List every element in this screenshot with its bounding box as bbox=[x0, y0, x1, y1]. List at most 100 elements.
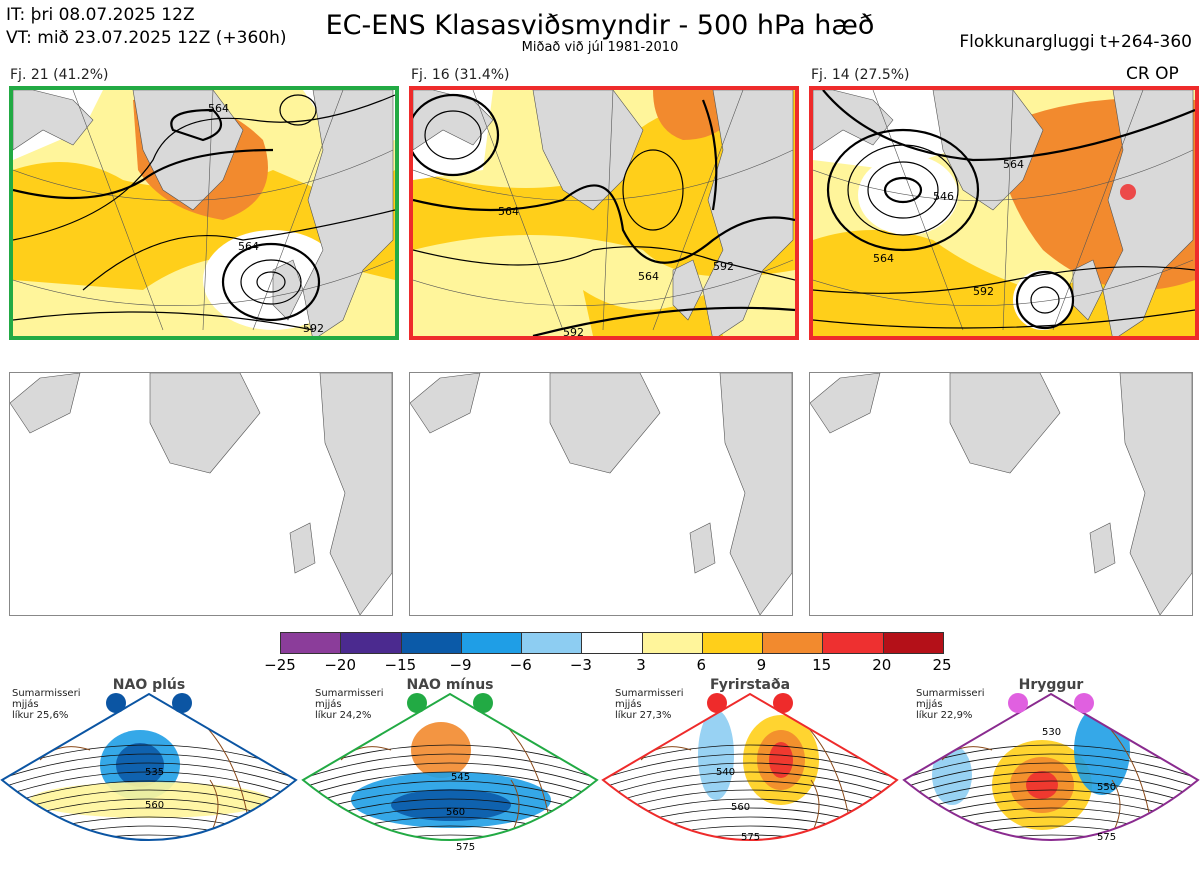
colorbar-tick-label: 20 bbox=[872, 656, 892, 674]
regime-season: Sumarmisseri bbox=[916, 688, 985, 699]
colorbar-segment bbox=[581, 633, 642, 653]
regime-panel: 530 550 575 Hryggur Sumarmisseri mjjás líkur 2… bbox=[902, 677, 1200, 871]
regime-contour-label: 575 bbox=[1097, 832, 1116, 843]
regime-dot bbox=[707, 693, 727, 713]
valid-time: VT: mið 23.07.2025 12Z (+360h) bbox=[6, 28, 287, 48]
cluster-1-label: Fj. 21 (41.2%) bbox=[10, 67, 109, 83]
regime-freq: mjjás bbox=[916, 699, 943, 710]
colorbar-segment bbox=[882, 633, 943, 653]
init-time: IT: þri 08.07.2025 12Z bbox=[6, 5, 195, 25]
regime-contour-label: 530 bbox=[1042, 727, 1061, 738]
regime-dot bbox=[773, 693, 793, 713]
regime-panel: 535 560 NAO plús Sumarmisseri mjjás líkur 25,… bbox=[0, 677, 298, 871]
regime-info: Sumarmisseri mjjás líkur 22,9% bbox=[916, 688, 984, 721]
colorbar-tick-label: −20 bbox=[324, 656, 356, 674]
clustering-window: Flokkunargluggi t+264-360 bbox=[959, 32, 1192, 52]
colorbar-segment bbox=[762, 633, 823, 653]
colorbar-segment bbox=[340, 633, 401, 653]
regime-contour-label: 535 bbox=[145, 767, 164, 778]
cluster-2-label: Fj. 16 (31.4%) bbox=[411, 67, 510, 83]
cluster-1-contour-label: 564 bbox=[208, 102, 229, 115]
cluster-2-svg: 564 564 592 592 bbox=[413, 90, 795, 336]
regime-contour-label: 575 bbox=[456, 842, 475, 853]
regime-dot bbox=[407, 693, 427, 713]
colorbar-segment bbox=[822, 633, 883, 653]
colorbar-tick-label: −15 bbox=[384, 656, 417, 674]
regime-fan-svg: 530 550 575 bbox=[902, 692, 1200, 843]
regime-contour-label: 540 bbox=[716, 767, 735, 778]
cluster-2-contour-label: 592 bbox=[713, 260, 734, 273]
cluster-3-svg: 564 564 546 592 bbox=[813, 90, 1195, 336]
cluster-3-contour-label: 592 bbox=[973, 285, 994, 298]
regime-panel: 545 560 575 NAO mínus Sumarmisseri mjjás líkur… bbox=[301, 677, 599, 871]
regime-contour-label: 550 bbox=[1097, 782, 1116, 793]
colorbar-tick-label: 15 bbox=[812, 656, 832, 674]
regime-name: NAO plús bbox=[112, 677, 186, 693]
colorbar-tick-label: 25 bbox=[932, 656, 952, 674]
regime-contour-label: 560 bbox=[145, 800, 164, 811]
colorbar-tick-label: 3 bbox=[636, 656, 646, 674]
regime-dot bbox=[172, 693, 192, 713]
anomaly-map-2 bbox=[409, 372, 793, 616]
regime-fan-svg: 545 560 575 bbox=[301, 692, 599, 853]
page-title: EC-ENS Klasasviðsmyndir - 500 hPa hæð bbox=[325, 10, 875, 41]
colorbar-tick-label: 9 bbox=[756, 656, 767, 674]
colorbar-segment bbox=[281, 633, 341, 653]
cluster-3-label: Fj. 14 (27.5%) bbox=[811, 67, 910, 83]
regime-freq: mjjás bbox=[315, 699, 342, 710]
regime-dot bbox=[1008, 693, 1028, 713]
regime-name: Hryggur bbox=[1018, 677, 1084, 693]
cluster-1-contour-label: 564 bbox=[238, 240, 259, 253]
op-label: CR OP bbox=[1126, 64, 1179, 84]
colorbar-segment bbox=[701, 633, 763, 653]
regime-dot bbox=[106, 693, 126, 713]
cluster-2-contour-label: 564 bbox=[498, 205, 519, 218]
regime-dot bbox=[473, 693, 493, 713]
colorbar-tick-label: −25 bbox=[264, 656, 296, 674]
cluster-1-contour-label: 592 bbox=[303, 322, 324, 335]
colorbar-tick-label: 6 bbox=[696, 656, 707, 674]
cluster-3-contour-label: 546 bbox=[933, 190, 954, 203]
regime-name: Fyrirstaða bbox=[709, 677, 791, 693]
cluster-3-map: 564 564 546 592 bbox=[809, 86, 1199, 340]
anomaly-map-3 bbox=[809, 372, 1193, 616]
header-times: IT: þri 08.07.2025 12Z VT: mið 23.07.202… bbox=[6, 4, 287, 50]
regime-contour-label: 560 bbox=[446, 807, 465, 818]
regime-fan-svg: 540 560 575 bbox=[601, 692, 899, 843]
regime-info: Sumarmisseri mjjás líkur 25,6% bbox=[12, 688, 80, 721]
colorbar-segment bbox=[460, 633, 522, 653]
regime-season: Sumarmisseri bbox=[615, 688, 684, 699]
cluster-3-contour-label: 564 bbox=[873, 252, 894, 265]
anomaly-map-1 bbox=[9, 372, 393, 616]
colorbar bbox=[280, 632, 944, 654]
regime-dot bbox=[1074, 693, 1094, 713]
regime-season: Sumarmisseri bbox=[12, 688, 81, 699]
regime-contour-label: 575 bbox=[741, 832, 760, 843]
colorbar-segment bbox=[641, 633, 702, 653]
page-subtitle: Miðað við júl 1981-2010 bbox=[521, 40, 679, 55]
regime-prob: líkur 24,2% bbox=[315, 710, 372, 721]
colorbar-tick-label: −3 bbox=[569, 656, 592, 674]
regime-name: NAO mínus bbox=[406, 677, 494, 693]
regime-fan-svg: 535 560 bbox=[0, 692, 298, 841]
regime-contour-label: 545 bbox=[451, 772, 470, 783]
colorbar-tick-label: −9 bbox=[449, 656, 472, 674]
regime-info: Sumarmisseri mjjás líkur 27,3% bbox=[615, 688, 683, 721]
cluster-2-contour-label: 592 bbox=[563, 326, 584, 336]
regime-panel: 540 560 575 Fyrirstaða Sumarmisseri mjjás líku… bbox=[601, 677, 899, 871]
regime-prob: líkur 22,9% bbox=[916, 710, 973, 721]
regime-season: Sumarmisseri bbox=[315, 688, 384, 699]
regime-info: Sumarmisseri mjjás líkur 24,2% bbox=[315, 688, 383, 721]
cluster-1-map: 564 564 592 bbox=[9, 86, 399, 340]
cluster-1-svg: 564 564 592 bbox=[13, 90, 395, 336]
regime-prob: líkur 25,6% bbox=[12, 710, 69, 721]
cluster-2-map: 564 564 592 592 bbox=[409, 86, 799, 340]
cluster-2-contour-label: 564 bbox=[638, 270, 659, 283]
regime-prob: líkur 27,3% bbox=[615, 710, 672, 721]
regime-freq: mjjás bbox=[12, 699, 39, 710]
cluster-3-contour-label: 564 bbox=[1003, 158, 1024, 171]
colorbar-tick-label: −6 bbox=[509, 656, 532, 674]
regime-freq: mjjás bbox=[615, 699, 642, 710]
colorbar-segment bbox=[400, 633, 461, 653]
colorbar-segment bbox=[521, 633, 582, 653]
